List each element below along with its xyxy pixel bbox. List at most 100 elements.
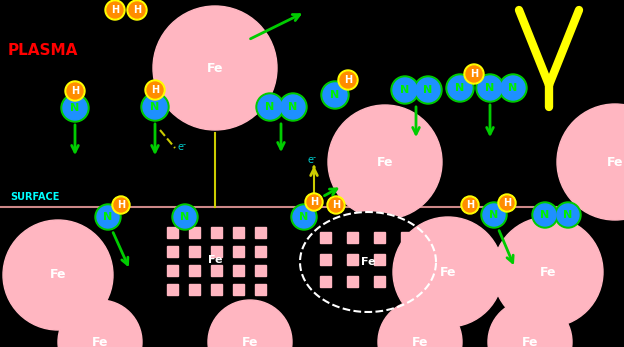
Circle shape	[481, 202, 507, 228]
Text: H: H	[310, 197, 318, 207]
Circle shape	[393, 217, 503, 327]
Circle shape	[476, 74, 504, 102]
Text: H: H	[503, 198, 511, 208]
Bar	[320, 232, 331, 243]
Text: H: H	[111, 5, 119, 15]
Text: N: N	[401, 85, 409, 95]
Circle shape	[393, 78, 417, 102]
Circle shape	[416, 78, 440, 102]
Text: Fe: Fe	[377, 155, 393, 169]
Circle shape	[141, 93, 169, 121]
Bar	[320, 276, 331, 287]
Circle shape	[208, 300, 292, 347]
Text: Fe: Fe	[92, 336, 108, 347]
Circle shape	[557, 204, 579, 226]
Circle shape	[172, 204, 198, 230]
Circle shape	[97, 206, 119, 228]
Text: H: H	[117, 200, 125, 210]
Bar	[401, 254, 412, 265]
Circle shape	[534, 204, 556, 226]
Circle shape	[3, 220, 113, 330]
Text: N: N	[509, 83, 518, 93]
Bar	[401, 276, 412, 287]
Circle shape	[501, 76, 525, 100]
Circle shape	[323, 83, 347, 107]
Bar	[189, 265, 200, 276]
Text: N: N	[489, 210, 499, 220]
Text: Fe: Fe	[440, 265, 456, 279]
Bar	[233, 227, 244, 238]
Circle shape	[145, 80, 165, 100]
Circle shape	[174, 206, 196, 228]
Circle shape	[378, 300, 462, 347]
Text: N: N	[265, 102, 275, 112]
Circle shape	[446, 74, 474, 102]
Text: N: N	[180, 212, 190, 222]
Circle shape	[307, 195, 321, 209]
Bar	[320, 254, 331, 265]
Bar	[211, 284, 222, 295]
Bar	[233, 246, 244, 257]
Text: Fe: Fe	[522, 336, 539, 347]
Circle shape	[112, 196, 130, 214]
Bar	[255, 265, 266, 276]
Text: N: N	[150, 102, 160, 112]
Text: Fe: Fe	[50, 269, 66, 281]
Circle shape	[488, 300, 572, 347]
Text: N: N	[300, 212, 309, 222]
Text: N: N	[485, 83, 495, 93]
Text: SURFACE: SURFACE	[10, 192, 59, 202]
Circle shape	[114, 198, 128, 212]
Circle shape	[58, 300, 142, 347]
Circle shape	[67, 83, 83, 99]
Circle shape	[279, 93, 307, 121]
Circle shape	[340, 72, 356, 88]
Circle shape	[305, 193, 323, 211]
Circle shape	[129, 2, 145, 18]
Circle shape	[493, 217, 603, 327]
Text: N: N	[71, 103, 80, 113]
Circle shape	[105, 0, 125, 20]
Text: e: e	[178, 142, 184, 152]
Circle shape	[328, 105, 442, 219]
Circle shape	[483, 204, 505, 226]
Circle shape	[466, 66, 482, 82]
Bar	[167, 227, 178, 238]
Ellipse shape	[300, 212, 436, 312]
Bar	[211, 227, 222, 238]
Circle shape	[327, 196, 345, 214]
Circle shape	[293, 206, 315, 228]
Circle shape	[321, 81, 349, 109]
Text: -: -	[183, 140, 186, 149]
Bar	[374, 276, 385, 287]
Bar	[233, 265, 244, 276]
Circle shape	[143, 95, 167, 119]
Text: -: -	[313, 153, 316, 162]
Text: N: N	[288, 102, 298, 112]
Bar	[347, 254, 358, 265]
Circle shape	[463, 198, 477, 212]
Circle shape	[65, 81, 85, 101]
Bar	[233, 284, 244, 295]
Circle shape	[499, 74, 527, 102]
Bar	[347, 232, 358, 243]
Circle shape	[147, 82, 163, 98]
Circle shape	[478, 76, 502, 100]
Circle shape	[498, 194, 516, 212]
Bar	[167, 284, 178, 295]
Circle shape	[61, 94, 89, 122]
Text: Fe: Fe	[607, 155, 623, 169]
Text: e: e	[308, 155, 314, 165]
Circle shape	[532, 202, 558, 228]
Bar	[167, 246, 178, 257]
Bar	[255, 227, 266, 238]
Bar	[189, 227, 200, 238]
Circle shape	[95, 204, 121, 230]
Bar	[211, 246, 222, 257]
Circle shape	[107, 2, 123, 18]
Circle shape	[256, 93, 284, 121]
Circle shape	[557, 104, 624, 220]
Circle shape	[291, 204, 317, 230]
Bar	[374, 254, 385, 265]
Text: PLASMA: PLASMA	[8, 43, 79, 58]
